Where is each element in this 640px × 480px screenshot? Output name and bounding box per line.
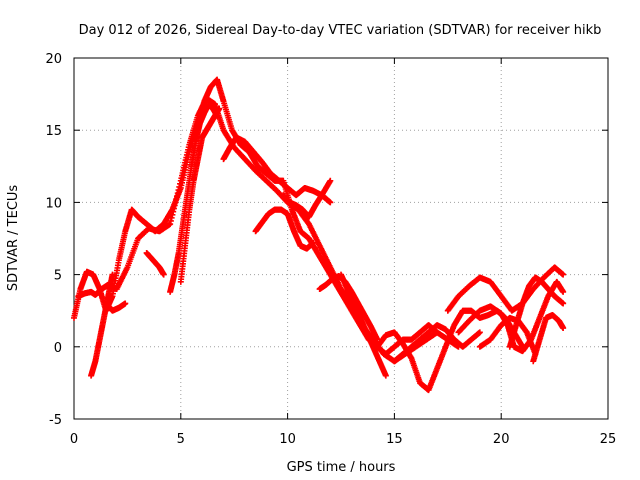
data-point (310, 239, 317, 246)
x-axis-label: GPS time / hours (287, 460, 396, 475)
series-track-18 (506, 274, 567, 350)
series-track-12 (338, 271, 389, 379)
axis-ticks: 0 5 10 15 20 25 -5 0 5 10 15 20 (45, 52, 616, 447)
x-tick-label: 25 (600, 432, 617, 447)
data-point (476, 329, 483, 336)
data-point (160, 271, 167, 278)
data-point (327, 177, 334, 184)
data-point (216, 105, 223, 112)
series-track-19 (530, 312, 567, 365)
data-points (71, 76, 567, 394)
series-track-9 (252, 206, 317, 252)
series-track-14 (391, 322, 483, 365)
data-point (327, 199, 334, 206)
series-track-17 (476, 314, 539, 358)
x-tick-label: 0 (70, 432, 78, 447)
y-tick-label: 0 (54, 341, 62, 356)
chart-title: Day 012 of 2026, Sidereal Day-to-day VTE… (79, 23, 602, 38)
series-track-1 (71, 76, 441, 358)
series-track-5 (143, 249, 167, 278)
series-track-7 (177, 105, 223, 285)
series-track-8 (220, 134, 334, 206)
series-track-3 (88, 271, 116, 379)
y-tick-label: -5 (49, 413, 62, 428)
data-point (382, 372, 389, 379)
data-point (560, 288, 567, 295)
y-tick-label: 5 (54, 269, 62, 284)
series-track-10 (280, 177, 334, 220)
data-point (560, 271, 567, 278)
x-tick-label: 5 (177, 432, 185, 447)
y-tick-label: 10 (45, 196, 62, 211)
x-tick-label: 20 (493, 432, 510, 447)
y-tick-label: 20 (45, 52, 62, 67)
y-tick-label: 15 (45, 124, 62, 139)
grid-lines (74, 58, 608, 419)
x-tick-label: 10 (279, 432, 296, 447)
y-axis-label: SDTVAR / TECUs (6, 185, 21, 292)
data-point (109, 271, 116, 278)
data-point (122, 300, 129, 307)
plot-frame (73, 57, 609, 420)
data-point (560, 300, 567, 307)
series-track-2 (75, 95, 462, 365)
data-point (560, 325, 567, 332)
series-track-4 (103, 300, 129, 314)
series-track-6 (167, 101, 221, 295)
x-tick-label: 15 (386, 432, 403, 447)
